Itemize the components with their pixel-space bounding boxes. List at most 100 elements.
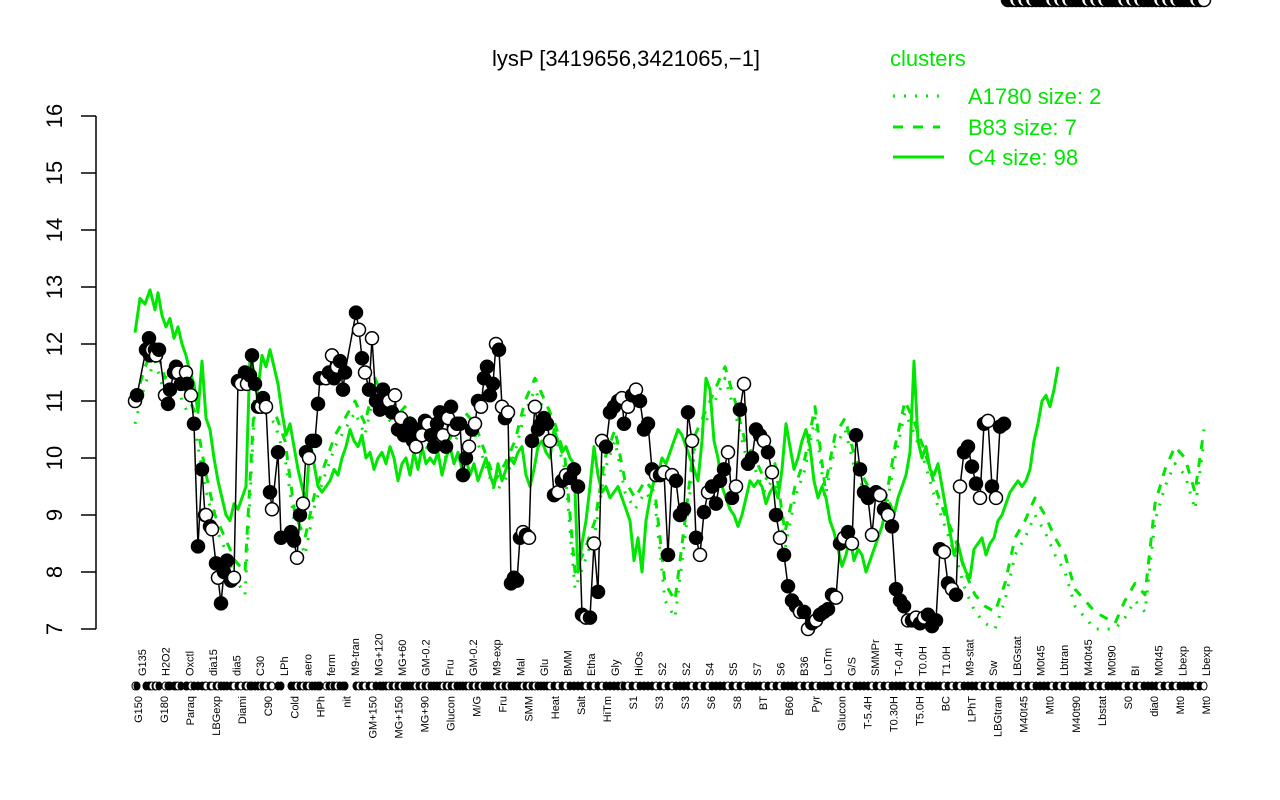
x-label-bottom: T0.30H xyxy=(888,696,900,732)
x-label-top: M9-tran xyxy=(350,638,362,676)
data-point xyxy=(527,399,543,414)
data-point xyxy=(467,416,483,432)
data-point xyxy=(295,496,311,511)
expression-series xyxy=(127,0,1212,637)
data-point xyxy=(570,479,586,494)
x-label-top: Oxctl xyxy=(184,651,196,676)
data-point xyxy=(364,331,380,346)
x-label-bottom: S1 xyxy=(628,696,640,709)
data-point xyxy=(455,467,471,483)
data-point xyxy=(768,507,784,523)
data-point xyxy=(539,416,555,432)
data-point xyxy=(668,473,684,489)
chart-title: lysP [3419656,3421065,−1] xyxy=(492,46,760,71)
legend-entry-c4: C4 size: 98 xyxy=(968,145,1078,170)
cluster-line-dotted xyxy=(133,359,1206,631)
data-point xyxy=(936,544,952,560)
x-label-top: M0t90 xyxy=(1106,645,1118,676)
x-label-bottom: HiTm xyxy=(602,696,614,722)
data-point xyxy=(270,445,286,460)
x-label-bottom: MG+150 xyxy=(394,696,406,739)
x-label-top: aero xyxy=(303,654,315,676)
data-point xyxy=(864,527,880,543)
x-label-bottom: T5.0H xyxy=(915,696,927,726)
data-point xyxy=(247,376,263,392)
x-label-top: G/S xyxy=(846,657,858,676)
x-label-top: dia5 xyxy=(232,655,244,676)
data-point xyxy=(884,519,900,534)
x-label-top: MG+120 xyxy=(373,634,385,677)
data-point xyxy=(485,376,501,392)
x-label-top: Gly xyxy=(610,659,622,676)
x-label-bottom: Glucon xyxy=(836,696,848,731)
data-point xyxy=(262,484,278,500)
x-label-bottom: G180 xyxy=(159,696,171,723)
data-point xyxy=(848,427,864,443)
x-label-top: GM-0.2 xyxy=(421,639,433,676)
data-point xyxy=(452,416,468,432)
data-point xyxy=(660,547,676,563)
x-label-bottom: BT xyxy=(758,696,770,710)
data-point xyxy=(213,596,229,611)
data-point xyxy=(598,439,614,454)
x-axis-labels: G135 H2O2 Oxctl dia15 dia5 C30 LPh aero ferm M9-t… xyxy=(131,634,1213,739)
legend: clusters A1780 size: 2 B83 size: 7 C4 si… xyxy=(890,46,1101,170)
x-label-top: T0.0H xyxy=(917,646,929,676)
y-tick-label: 8 xyxy=(42,566,67,578)
data-point xyxy=(772,530,788,546)
data-point xyxy=(948,587,964,603)
data-point xyxy=(996,416,1012,432)
x-label-top: S7 xyxy=(752,663,764,676)
data-point xyxy=(491,342,507,357)
x-label-top: M40t45 xyxy=(1083,639,1095,676)
data-point xyxy=(129,388,145,403)
data-point xyxy=(509,573,525,588)
data-point xyxy=(186,416,202,432)
data-point xyxy=(720,445,736,460)
data-point xyxy=(852,462,868,477)
x-label-top: S5 xyxy=(728,663,740,676)
x-label-top: Mal xyxy=(515,658,527,676)
x-label-top: M9-exp xyxy=(492,639,504,676)
x-label-bottom: LBGexp xyxy=(211,696,223,736)
x-label-top: MG+60 xyxy=(397,640,409,676)
x-label-bottom: M40t45 xyxy=(1019,696,1031,733)
data-point xyxy=(828,590,844,605)
x-label-bottom: B60 xyxy=(784,696,796,716)
y-tick-label: 11 xyxy=(42,390,67,413)
data-point xyxy=(160,396,176,412)
x-marker xyxy=(1200,681,1208,691)
x-label-top: B36 xyxy=(799,656,811,676)
cluster-lines xyxy=(133,288,1206,631)
data-point xyxy=(286,533,302,548)
x-label-top: T-0.4H xyxy=(894,643,906,676)
data-point xyxy=(151,342,167,357)
legend-entry-b83: B83 size: 7 xyxy=(968,115,1077,140)
y-tick-label: 13 xyxy=(42,275,67,299)
x-label-bottom: Lbstat xyxy=(1097,696,1109,726)
data-point xyxy=(426,439,442,454)
data-point xyxy=(776,547,792,563)
data-point xyxy=(348,305,364,320)
x-label-top: S6 xyxy=(775,663,787,676)
data-point xyxy=(194,462,210,477)
x-label-bottom: S6 xyxy=(706,696,718,709)
x-label-bottom: Paraq xyxy=(185,696,197,725)
data-point xyxy=(1196,0,1212,8)
data-point xyxy=(688,530,704,546)
x-label-top: Sw xyxy=(988,661,1000,676)
x-marker xyxy=(316,681,324,691)
x-label-bottom: Heat xyxy=(550,696,562,719)
y-tick-label: 14 xyxy=(42,218,67,242)
x-label-bottom: dia0 xyxy=(1149,696,1161,717)
x-label-top: BI xyxy=(1130,666,1142,676)
x-label-top: HiOs xyxy=(634,651,646,676)
data-point xyxy=(183,388,199,403)
data-point xyxy=(952,479,968,494)
data-point xyxy=(190,539,206,554)
x-label-bottom: HPh xyxy=(315,696,327,717)
x-label-bottom: C90 xyxy=(263,696,275,716)
data-point xyxy=(566,462,582,477)
data-point xyxy=(988,490,1004,506)
data-point xyxy=(616,416,632,432)
